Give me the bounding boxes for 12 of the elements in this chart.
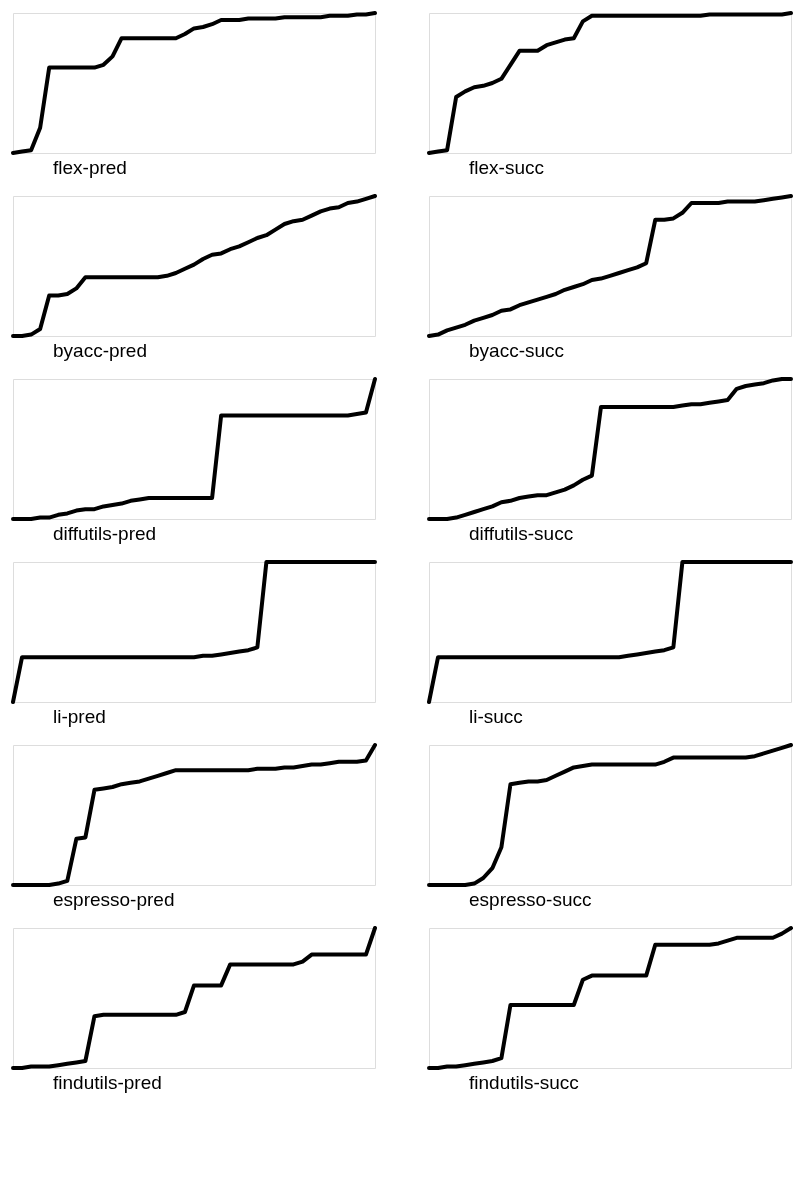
x-axis-title: diffutils-pred xyxy=(53,523,157,544)
x-axis-title: li-succ xyxy=(469,706,523,727)
x-axis-title: findutils-succ xyxy=(469,1072,579,1093)
x-axis-title: espresso-succ xyxy=(469,889,592,910)
x-axis-title: li-pred xyxy=(53,706,106,727)
x-axis-title: findutils-pred xyxy=(53,1072,162,1093)
x-axis-title: diffutils-succ xyxy=(469,523,574,544)
x-axis-title: espresso-pred xyxy=(53,889,175,910)
x-axis-title: flex-pred xyxy=(53,157,127,178)
x-axis-title: byacc-pred xyxy=(53,340,147,361)
x-axis-title: byacc-succ xyxy=(469,340,565,361)
x-axis-title: flex-succ xyxy=(469,157,544,178)
